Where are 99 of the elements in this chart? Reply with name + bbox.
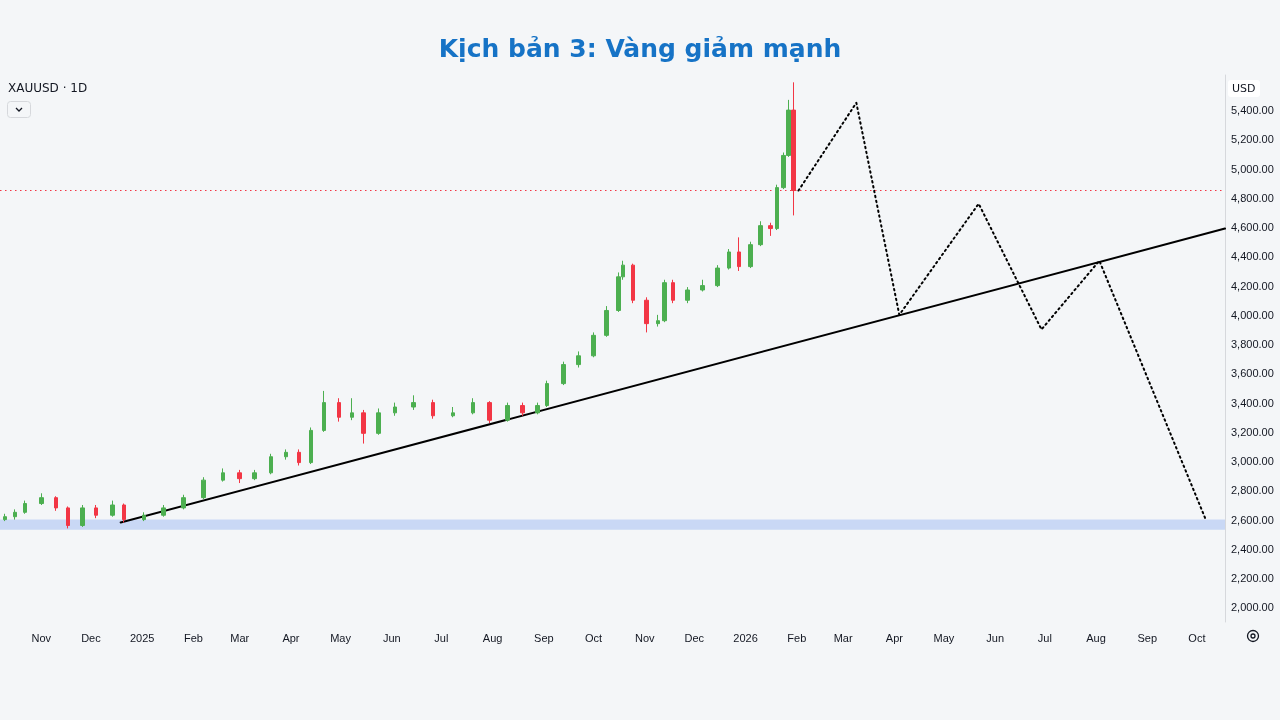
candlestick	[13, 508, 17, 521]
candlestick	[685, 286, 690, 304]
candlestick	[376, 407, 381, 436]
candlestick	[727, 248, 731, 271]
candlestick	[662, 279, 667, 323]
x-tick-label: May	[330, 631, 352, 644]
candlestick	[758, 220, 763, 247]
x-tick-label: Apr	[282, 631, 300, 644]
y-tick-label: 3,200.00	[1231, 425, 1274, 438]
candlestick	[161, 504, 166, 518]
candlestick	[520, 402, 525, 417]
candlestick	[656, 314, 660, 328]
x-tick-label: Aug	[482, 631, 503, 644]
y-axis-title: USD	[1228, 80, 1260, 97]
candlestick	[66, 505, 70, 529]
candlestick	[54, 495, 58, 512]
candlestick	[431, 399, 435, 420]
candlestick	[393, 402, 397, 417]
x-tick-label: Mar	[833, 631, 853, 644]
x-tick-label: Oct	[584, 631, 603, 644]
candlestick	[591, 331, 596, 358]
y-tick-label: 4,400.00	[1231, 250, 1274, 263]
candlestick	[39, 492, 44, 506]
candlestick	[3, 513, 7, 522]
y-tick-label: 4,000.00	[1231, 308, 1274, 321]
candlestick	[644, 296, 649, 333]
candlestick	[337, 397, 341, 423]
x-tick-label: Aug	[1086, 631, 1106, 644]
y-tick-label: 3,400.00	[1231, 396, 1274, 409]
x-tick-label: Jun	[382, 631, 401, 644]
x-tick-label: 2025	[129, 631, 155, 644]
y-tick-label: 3,000.00	[1231, 455, 1274, 468]
y-tick-label: 2,200.00	[1231, 572, 1274, 585]
candlestick	[505, 402, 510, 423]
candlestick	[322, 390, 326, 433]
candlestick	[451, 406, 455, 418]
y-tick-label: 2,600.00	[1231, 513, 1274, 526]
y-tick-label: 2,400.00	[1231, 542, 1274, 555]
x-tick-label: Jun	[986, 631, 1005, 644]
x-tick-label: Nov	[634, 631, 656, 644]
y-tick-label: 5,200.00	[1231, 133, 1274, 146]
y-tick-label: 3,600.00	[1231, 367, 1274, 380]
y-tick-label: 5,000.00	[1231, 162, 1274, 175]
candlestick	[487, 400, 492, 424]
candlestick	[545, 380, 549, 408]
x-tick-label: Oct	[1188, 631, 1206, 644]
y-tick-label: 3,800.00	[1231, 338, 1274, 351]
candlestick	[775, 184, 779, 231]
y-tick-label: 4,200.00	[1231, 279, 1274, 292]
candlestick	[561, 361, 566, 386]
candlestick	[748, 241, 753, 269]
y-tick-label: 2,800.00	[1231, 484, 1274, 497]
x-tick-label: Mar	[230, 631, 250, 644]
y-tick-label: 2,000.00	[1231, 601, 1274, 614]
candlestick	[252, 469, 257, 481]
x-tick-label: May	[933, 631, 955, 644]
x-tick-label: Jul	[1037, 631, 1052, 644]
candlestick	[350, 397, 354, 421]
x-tick-label: Sep	[534, 631, 554, 644]
candlestick	[237, 469, 242, 484]
candlestick	[309, 426, 313, 465]
annotation: XAUUSD · 1D	[8, 81, 88, 95]
candlestick	[768, 222, 773, 237]
chart-title: Kịch bản 3: Vàng giảm mạnh	[437, 34, 843, 63]
y-tick-label: 5,400.00	[1231, 104, 1274, 117]
candlestick	[700, 279, 705, 292]
candlestick	[269, 453, 273, 475]
candlestick	[535, 402, 540, 415]
x-tick-label: Sep	[1137, 631, 1158, 644]
x-tick-label: Nov	[31, 631, 52, 644]
candlestick	[80, 504, 85, 528]
candlestick	[181, 494, 186, 510]
candlestick	[142, 511, 146, 522]
x-tick-label: Jul	[434, 631, 449, 644]
candlestick	[221, 467, 225, 483]
candlestick	[631, 263, 635, 304]
candlestick	[576, 350, 581, 369]
x-tick-label: Feb	[787, 631, 807, 644]
candlestick	[284, 448, 288, 461]
candlestick	[94, 504, 98, 519]
x-tick-label: Apr	[885, 631, 904, 644]
candlestick	[604, 305, 609, 338]
x-tick-label: Dec	[684, 631, 705, 644]
x-tick-label: 2026	[733, 631, 758, 644]
candlestick	[471, 397, 475, 415]
candlestick	[297, 448, 301, 467]
candlestick	[671, 279, 675, 304]
x-tick-label: Feb	[183, 631, 203, 644]
candlestick	[122, 503, 126, 524]
y-tick-label: 4,800.00	[1231, 191, 1274, 204]
candlestick	[737, 236, 741, 272]
x-tick-label: Dec	[81, 631, 102, 644]
candlestick	[361, 409, 366, 445]
y-tick-label: 4,600.00	[1231, 221, 1274, 234]
candlestick	[23, 500, 27, 515]
candlestick	[715, 264, 720, 288]
candlestick	[201, 476, 206, 500]
candlestick	[110, 500, 115, 518]
candlestick	[411, 394, 416, 411]
